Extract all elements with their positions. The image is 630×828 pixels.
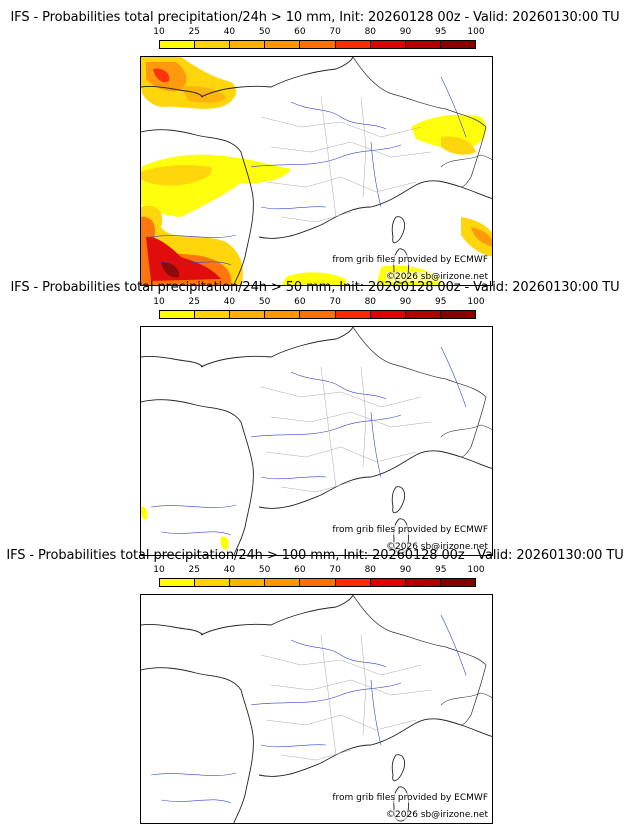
legend-tick: 100 — [467, 297, 485, 307]
probability-map: from grib files provided by ECMWF ©2026 … — [140, 56, 493, 286]
legend-swatch — [300, 41, 336, 48]
legend-swatch — [160, 41, 196, 48]
legend-tick: 60 — [294, 297, 306, 307]
legend-tick: 95 — [435, 297, 447, 307]
legend-swatch — [440, 311, 475, 318]
legend-swatch — [335, 311, 371, 318]
legend-swatch — [230, 579, 266, 586]
legend-swatch — [370, 41, 406, 48]
legend-tick: 70 — [329, 565, 341, 575]
map-title: IFS - Probabilities total precipitation/… — [10, 10, 620, 25]
legend-tick: 100 — [467, 27, 485, 37]
legend-tick: 40 — [223, 565, 236, 575]
legend-swatch — [300, 579, 336, 586]
legend-tick: 50 — [258, 27, 271, 37]
legend-tick: 100 — [467, 565, 485, 575]
source-credit: from grib files provided by ECMWF — [332, 525, 488, 535]
map-title: IFS - Probabilities total precipitation/… — [10, 280, 620, 295]
legend-color-bar — [159, 40, 476, 49]
legend-tick: 70 — [329, 27, 341, 37]
legend-swatch — [440, 41, 475, 48]
legend-swatch — [230, 41, 266, 48]
legend-tick: 25 — [188, 297, 200, 307]
legend-swatch — [195, 311, 231, 318]
legend-swatch — [370, 579, 406, 586]
legend-color-bar — [159, 310, 476, 319]
panel-50mm: IFS - Probabilities total precipitation/… — [0, 280, 630, 556]
legend-swatch — [370, 311, 406, 318]
legend-tick: 80 — [364, 565, 377, 575]
legend-tick: 40 — [223, 297, 236, 307]
legend-tick: 50 — [258, 565, 271, 575]
legend-tick: 90 — [399, 27, 412, 37]
precip-probability-field — [141, 57, 492, 285]
legend-tick-labels: 10 25 40 50 60 70 80 90 95 100 — [153, 565, 484, 576]
legend-swatch — [335, 579, 371, 586]
legend-tick: 80 — [364, 27, 377, 37]
legend-tick: 90 — [399, 565, 412, 575]
legend-tick: 10 — [153, 297, 165, 307]
panel-10mm: IFS - Probabilities total precipitation/… — [0, 10, 630, 286]
copyright-text: ©2026 sb@irizone.net — [386, 542, 488, 552]
probability-map: from grib files provided by ECMWF ©2026 … — [140, 594, 493, 824]
legend-tick: 95 — [435, 27, 447, 37]
map-graphic — [141, 57, 492, 285]
legend-tick: 25 — [188, 565, 200, 575]
legend-swatch — [405, 41, 441, 48]
precip-probability-field — [141, 506, 229, 550]
map-graphic — [141, 595, 492, 823]
legend-swatch — [405, 579, 441, 586]
legend-swatch — [195, 579, 231, 586]
legend-tick: 90 — [399, 297, 412, 307]
legend-tick: 25 — [188, 27, 200, 37]
legend-tick: 95 — [435, 565, 447, 575]
legend-swatch — [265, 41, 301, 48]
panel-100mm: IFS - Probabilities total precipitation/… — [0, 548, 630, 824]
legend-swatch — [300, 311, 336, 318]
legend-swatch — [265, 311, 301, 318]
copyright-text: ©2026 sb@irizone.net — [386, 272, 488, 282]
legend-swatch — [405, 311, 441, 318]
legend-swatch — [265, 579, 301, 586]
legend-tick: 10 — [153, 27, 165, 37]
legend-color-bar — [159, 578, 476, 587]
legend-tick: 70 — [329, 297, 341, 307]
source-credit: from grib files provided by ECMWF — [332, 255, 488, 265]
legend-swatch — [335, 41, 371, 48]
copyright-text: ©2026 sb@irizone.net — [386, 810, 488, 820]
legend-tick: 60 — [294, 27, 306, 37]
legend-tick-labels: 10 25 40 50 60 70 80 90 95 100 — [153, 27, 484, 38]
legend-swatch — [440, 579, 475, 586]
legend-swatch — [160, 579, 196, 586]
legend-tick: 50 — [258, 297, 271, 307]
legend-tick: 60 — [294, 565, 306, 575]
legend-swatch — [230, 311, 266, 318]
map-graphic — [141, 327, 492, 555]
source-credit: from grib files provided by ECMWF — [332, 793, 488, 803]
legend-tick: 40 — [223, 27, 236, 37]
legend-tick: 80 — [364, 297, 377, 307]
legend-swatch — [160, 311, 196, 318]
legend-swatch — [195, 41, 231, 48]
map-title: IFS - Probabilities total precipitation/… — [6, 548, 624, 563]
probability-map: from grib files provided by ECMWF ©2026 … — [140, 326, 493, 556]
legend-tick-labels: 10 25 40 50 60 70 80 90 95 100 — [153, 297, 484, 308]
legend-tick: 10 — [153, 565, 165, 575]
